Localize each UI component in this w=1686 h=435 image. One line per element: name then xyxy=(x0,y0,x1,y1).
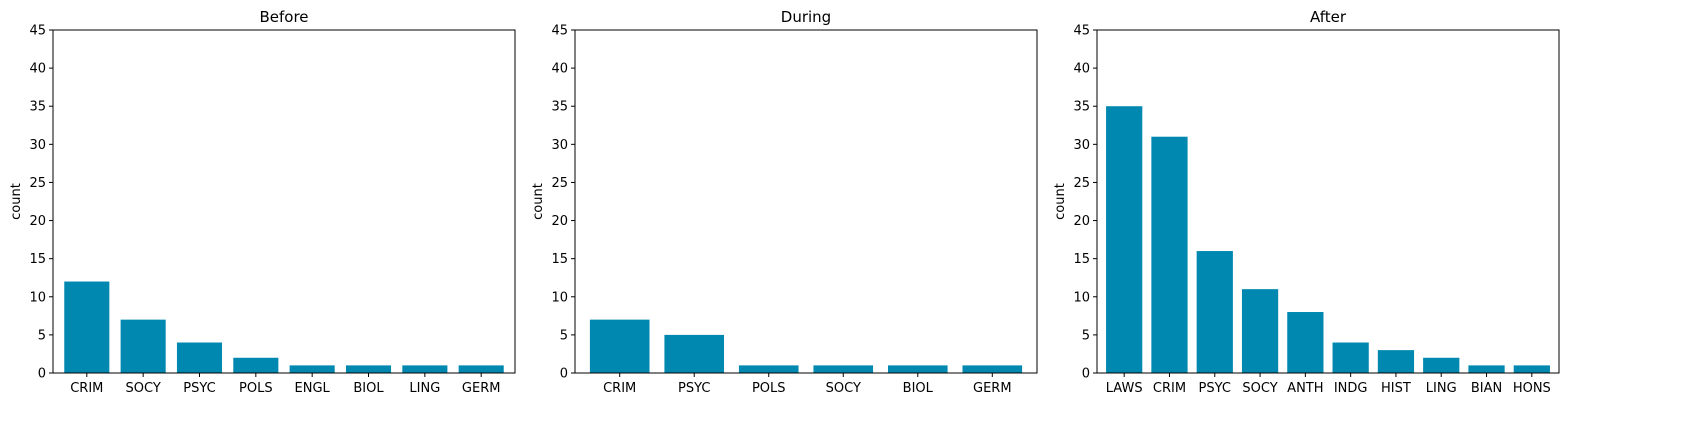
y-tick-label: 25 xyxy=(29,176,46,191)
bar-socy xyxy=(120,319,166,373)
y-tick-label: 25 xyxy=(1073,176,1090,191)
bar-crim xyxy=(1151,136,1188,373)
y-tick-label: 15 xyxy=(551,252,568,267)
chart-panel-1: 0 5 10 15 20 25 30 35 40 45 CRIM PSYC POLS SOCY BIOL GE… xyxy=(531,8,1038,396)
bar-ling xyxy=(1423,357,1460,373)
y-tick-label: 0 xyxy=(38,367,46,382)
x-tick-label: LING xyxy=(1426,381,1457,396)
y-tick-label: 10 xyxy=(1073,290,1090,305)
x-tick-label: BIOL xyxy=(903,381,934,396)
y-tick-label: 15 xyxy=(1073,252,1090,267)
bar-psyc xyxy=(1196,251,1233,373)
bar-ling xyxy=(402,365,448,373)
y-tick-label: 40 xyxy=(29,62,46,77)
bar-socy xyxy=(1241,289,1279,373)
y-tick-label: 40 xyxy=(551,62,568,77)
bar-anth xyxy=(1287,312,1324,373)
x-tick-label: CRIM xyxy=(603,381,636,396)
y-tick-label: 30 xyxy=(1073,138,1090,153)
y-tick-label: 0 xyxy=(1082,367,1090,382)
x-tick-label: BIOL xyxy=(353,381,384,396)
bar-psyc xyxy=(664,334,725,373)
axes-frame xyxy=(52,29,516,374)
y-tick-label: 45 xyxy=(29,24,46,39)
x-tick-label: HIST xyxy=(1381,381,1411,396)
x-tick-label: BIAN xyxy=(1471,381,1502,396)
bar-biol xyxy=(345,365,392,373)
y-tick-label: 5 xyxy=(560,328,568,343)
bar-hons xyxy=(1513,365,1550,373)
x-tick-label: CRIM xyxy=(70,381,103,396)
bar-psyc xyxy=(176,342,223,373)
bar-biol xyxy=(887,365,948,373)
x-tick-label: LING xyxy=(409,381,440,396)
y-tick-label: 45 xyxy=(551,24,568,39)
y-tick-label: 20 xyxy=(29,214,46,229)
chart-title: During xyxy=(781,8,831,26)
x-tick-label: PSYC xyxy=(183,381,215,396)
chart-title: After xyxy=(1310,8,1347,26)
x-tick-label: LAWS xyxy=(1106,381,1143,396)
y-tick-label: 25 xyxy=(551,176,568,191)
y-tick-label: 5 xyxy=(1082,328,1090,343)
x-tick-label: POLS xyxy=(239,381,273,396)
axes-frame xyxy=(1096,29,1560,374)
bar-bian xyxy=(1468,365,1505,373)
x-tick-label: HONS xyxy=(1513,381,1551,396)
x-tick-label: SOCY xyxy=(1242,381,1277,396)
bar-germ xyxy=(962,365,1023,373)
chart-panels: 0 5 10 15 20 25 30 35 40 45 CRIM SOCY PSYC POLS ENGL BI… xyxy=(9,8,1560,396)
y-tick-label: 40 xyxy=(1073,62,1090,77)
chart-panel-2: 0 5 10 15 20 25 30 35 40 45 LAWS CRIM PSYC SOCY ANTH IN… xyxy=(1053,8,1560,396)
x-tick-label: PSYC xyxy=(1199,381,1231,396)
y-axis-label: count xyxy=(531,183,546,220)
chart-title: Before xyxy=(259,8,308,26)
y-tick-label: 35 xyxy=(1073,100,1090,115)
bar-germ xyxy=(458,365,504,373)
x-tick-label: ENGL xyxy=(295,381,331,396)
x-tick-label: SOCY xyxy=(126,381,161,396)
y-tick-label: 30 xyxy=(551,138,568,153)
axes-frame xyxy=(574,29,1038,374)
bar-indg xyxy=(1332,342,1369,373)
y-axis-label: count xyxy=(1053,183,1068,220)
y-tick-label: 45 xyxy=(1073,24,1090,39)
x-tick-label: GERM xyxy=(462,381,501,396)
bar-pols xyxy=(738,365,799,373)
x-tick-label: POLS xyxy=(752,381,786,396)
chart-panel-0: 0 5 10 15 20 25 30 35 40 45 CRIM SOCY PSYC POLS ENGL BI… xyxy=(9,8,516,396)
y-tick-label: 5 xyxy=(38,328,46,343)
x-tick-label: ANTH xyxy=(1287,381,1323,396)
bar-crim xyxy=(589,319,650,373)
x-tick-label: GERM xyxy=(973,381,1012,396)
y-tick-label: 20 xyxy=(551,214,568,229)
x-tick-label: INDG xyxy=(1334,381,1368,396)
y-tick-label: 10 xyxy=(29,290,46,305)
y-axis-label: count xyxy=(9,183,24,220)
x-tick-label: CRIM xyxy=(1153,381,1186,396)
y-tick-label: 0 xyxy=(560,367,568,382)
bar-socy xyxy=(813,365,874,373)
y-tick-label: 35 xyxy=(29,100,46,115)
y-tick-label: 20 xyxy=(1073,214,1090,229)
y-tick-label: 15 xyxy=(29,252,46,267)
bar-pols xyxy=(233,357,279,373)
bar-laws xyxy=(1106,106,1143,373)
y-tick-label: 30 xyxy=(29,138,46,153)
bar-hist xyxy=(1377,350,1415,373)
bar-engl xyxy=(289,365,335,373)
y-tick-label: 35 xyxy=(551,100,568,115)
x-tick-label: SOCY xyxy=(826,381,861,396)
y-tick-label: 10 xyxy=(551,290,568,305)
bar-crim xyxy=(64,281,110,373)
x-tick-label: PSYC xyxy=(678,381,710,396)
